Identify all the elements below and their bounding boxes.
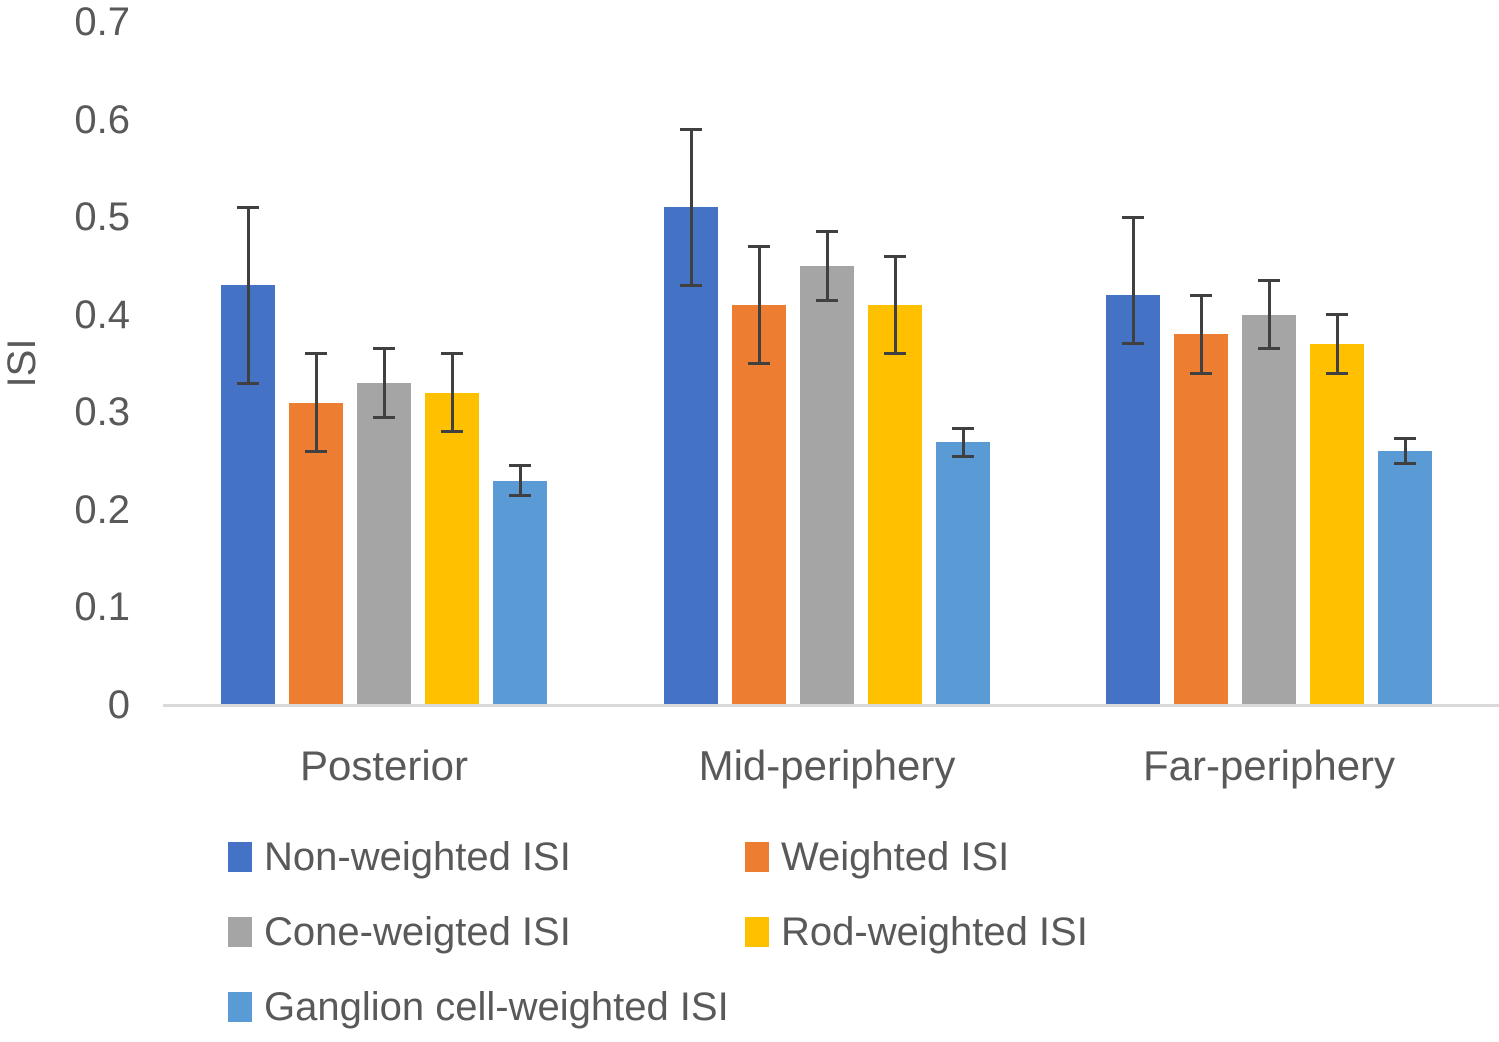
error-bar	[1267, 280, 1271, 349]
error-bar-cap	[1190, 371, 1212, 375]
bar	[493, 480, 547, 705]
bar	[1378, 451, 1432, 705]
legend-label: Non-weighted ISI	[264, 835, 571, 879]
legend-swatch	[745, 917, 769, 947]
bar-chart-plot-area: ISI 0 0.1 0.2 0.3 0.4 0.5 0.6 0.7	[0, 0, 1499, 727]
legend-swatch	[228, 842, 252, 872]
error-bar-cap	[884, 254, 906, 258]
error-bar-cap	[816, 298, 838, 302]
error-bar-cap	[1190, 293, 1212, 297]
error-bar-cap	[680, 127, 702, 131]
error-bar-cap	[237, 381, 259, 385]
bar	[1242, 314, 1296, 705]
error-bar	[450, 353, 454, 432]
y-tick-label: 0	[107, 683, 130, 727]
bar	[664, 207, 718, 705]
error-bar	[518, 465, 522, 496]
error-bar-cap	[1394, 437, 1416, 441]
error-bar	[1131, 217, 1135, 344]
bar	[800, 265, 854, 705]
bar	[1174, 334, 1228, 705]
error-bar	[1199, 295, 1203, 374]
error-bar	[314, 353, 318, 452]
y-tick-label: 0.4	[74, 292, 130, 337]
legend-label: Weighted ISI	[781, 835, 1010, 879]
category-label: Mid-periphery	[698, 742, 956, 789]
bar	[1106, 295, 1160, 705]
error-bar-cap	[1258, 279, 1280, 283]
legend-item: Ganglion cell-weighted ISI	[228, 985, 729, 1029]
error-bar-cap	[1326, 313, 1348, 317]
error-bar-cap	[1394, 461, 1416, 465]
bar	[936, 441, 990, 705]
error-bar	[961, 428, 965, 457]
error-bar-cap	[952, 454, 974, 458]
error-bar	[382, 348, 386, 418]
bar	[357, 383, 411, 705]
error-bar	[893, 256, 897, 354]
error-bar-cap	[748, 244, 770, 248]
error-bar-cap	[237, 205, 259, 209]
error-bar-cap	[441, 352, 463, 356]
y-tick-label: 0.7	[74, 0, 130, 44]
bar	[732, 304, 786, 705]
error-bar-cap	[884, 352, 906, 356]
y-tick-label: 0.2	[74, 487, 130, 532]
error-bar-cap	[952, 427, 974, 431]
y-tick-label: 0.3	[74, 390, 130, 435]
legend-label: Rod-weighted ISI	[781, 910, 1088, 954]
category-label: Far-periphery	[1142, 742, 1396, 789]
error-bar-cap	[373, 415, 395, 419]
bar	[425, 392, 479, 705]
legend-item: Rod-weighted ISI	[745, 910, 1088, 954]
bar	[868, 304, 922, 705]
error-bar	[1335, 314, 1339, 374]
legend-label: Cone-weigted ISI	[264, 910, 571, 954]
bar	[289, 402, 343, 705]
bar	[1310, 343, 1364, 705]
error-bar-cap	[509, 464, 531, 468]
legend-item: Cone-weigted ISI	[228, 910, 571, 954]
error-bar	[825, 231, 829, 301]
legend-swatch	[745, 842, 769, 872]
y-tick-label: 0.6	[74, 97, 130, 142]
legend-label: Ganglion cell-weighted ISI	[264, 985, 729, 1029]
error-bar-cap	[1122, 215, 1144, 219]
error-bar-cap	[305, 352, 327, 356]
error-bar-cap	[1326, 371, 1348, 375]
error-bar-cap	[1258, 347, 1280, 351]
error-bar	[689, 129, 693, 286]
error-bar	[246, 207, 250, 383]
error-bar-cap	[1122, 342, 1144, 346]
y-tick-label: 0.1	[74, 585, 130, 630]
error-bar-cap	[680, 283, 702, 287]
x-axis-line	[163, 704, 1499, 707]
legend-item: Weighted ISI	[745, 835, 1009, 879]
error-bar-cap	[509, 493, 531, 497]
legend-swatch	[228, 917, 252, 947]
error-bar	[757, 246, 761, 364]
error-bar-cap	[373, 347, 395, 351]
error-bar-cap	[305, 449, 327, 453]
legend-item: Non-weighted ISI	[228, 835, 571, 879]
legend-swatch	[228, 992, 252, 1022]
error-bar-cap	[748, 362, 770, 365]
error-bar-cap	[816, 230, 838, 234]
y-tick-label: 0.5	[74, 195, 130, 240]
error-bar	[1403, 438, 1407, 464]
category-label: Posterior	[299, 742, 469, 789]
error-bar-cap	[441, 430, 463, 434]
